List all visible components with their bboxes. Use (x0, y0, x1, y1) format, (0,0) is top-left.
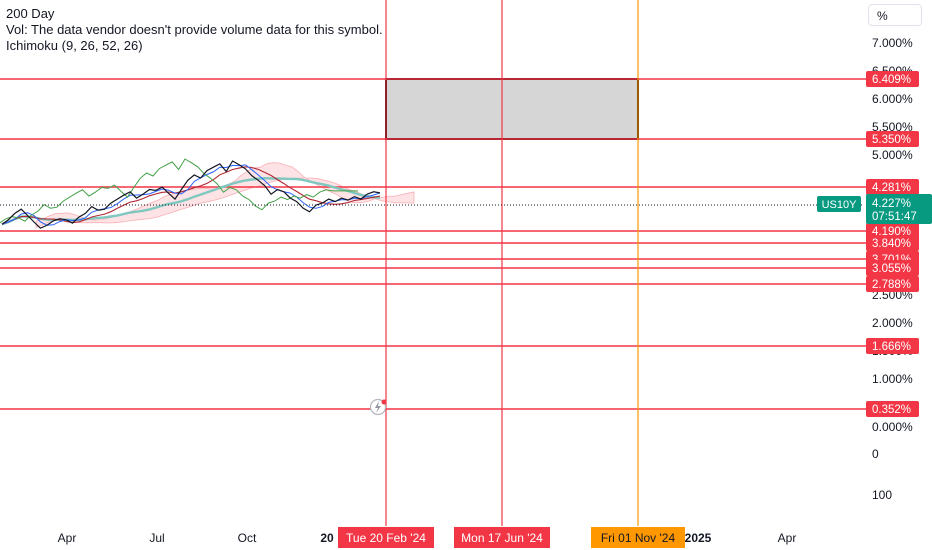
level-price-label: 6.409% (872, 74, 911, 86)
x-tick-label: Apr (58, 531, 77, 545)
y-tick-label: 6.000% (872, 92, 913, 106)
date-badge (591, 527, 685, 548)
y-tick-label: 1.000% (872, 372, 913, 386)
cloud-area (35, 162, 415, 228)
x-tick-label: Apr (778, 531, 797, 545)
level-price-label: 3.055% (872, 263, 911, 275)
scale-unit-button[interactable]: % (868, 4, 922, 26)
ichimoku-cloud (35, 162, 415, 228)
date-badge-label: Fri 01 Nov '24 (601, 531, 676, 545)
y-tick-label: 5.500% (872, 120, 913, 134)
y-tick-label: 5.000% (872, 148, 913, 162)
date-badge (454, 527, 550, 548)
x-tick-label: Oct (238, 531, 257, 545)
level-price-badge (866, 338, 919, 354)
current-price: 4.227% (872, 198, 911, 210)
x-axis: Apr Jul Oct 20 2025 Apr (58, 531, 797, 545)
level-price-label: 4.281% (872, 182, 911, 194)
level-price-label: 3.840% (872, 238, 911, 250)
y-tick-label: 2.000% (872, 316, 913, 330)
level-price-label: 1.666% (872, 341, 911, 353)
x-tick-label: 20 (320, 531, 334, 545)
current-price-badge (866, 194, 932, 224)
y-tick-label: 100 (872, 488, 892, 502)
y-tick-label: 7.000% (872, 36, 913, 50)
symbol-price-tag[interactable]: US10Y 4.227% 07:51:47 (817, 194, 932, 224)
date-badge (338, 527, 434, 548)
level-price-badge (866, 71, 919, 87)
y-tick-label: 0.000% (872, 420, 913, 434)
symbol-name-badge (817, 196, 861, 212)
x-tick-label: 2025 (685, 531, 712, 545)
horizontal-levels (0, 78, 866, 410)
level-price-badge (866, 401, 919, 417)
event-dot-icon (381, 399, 387, 405)
legend-interval: 200 Day (6, 6, 55, 21)
price-series-line (1, 160, 381, 229)
level-price-badge (866, 235, 919, 251)
level-price-label: 5.350% (872, 134, 911, 146)
event-marker[interactable] (369, 398, 387, 416)
price-zone-box[interactable] (385, 78, 639, 140)
level-price-badge (866, 276, 919, 292)
date-badge-label: Tue 20 Feb '24 (346, 531, 426, 545)
lagging-span-line (0, 158, 358, 224)
legend-volume-note: Vol: The data vendor doesn't provide vol… (6, 22, 383, 37)
level-price-label: 0.352% (872, 404, 911, 416)
vertical-markers: Tue 20 Feb '24 Mon 17 Jun '24 Fri 01 Nov '… (338, 0, 685, 548)
y-tick-label: 0 (872, 447, 879, 461)
level-price-tags: 6.409%5.350%4.281%4.190%3.840%3.701%3.05… (866, 71, 919, 417)
chart-legend: 200 Day Vol: The data vendor doesn't pro… (6, 6, 383, 54)
bar-countdown: 07:51:47 (872, 211, 917, 223)
legend-indicator[interactable]: Ichimoku (9, 26, 52, 26) (6, 38, 143, 53)
level-price-badge (866, 131, 919, 147)
symbol-name: US10Y (822, 199, 858, 211)
level-price-badge (866, 179, 919, 195)
level-price-badge (866, 260, 919, 276)
level-price-label: 2.788% (872, 279, 911, 291)
x-tick-label: Jul (149, 531, 164, 545)
lightning-icon (375, 401, 381, 413)
base-line (1, 166, 381, 225)
date-badge-label: Mon 17 Jun '24 (461, 531, 543, 545)
